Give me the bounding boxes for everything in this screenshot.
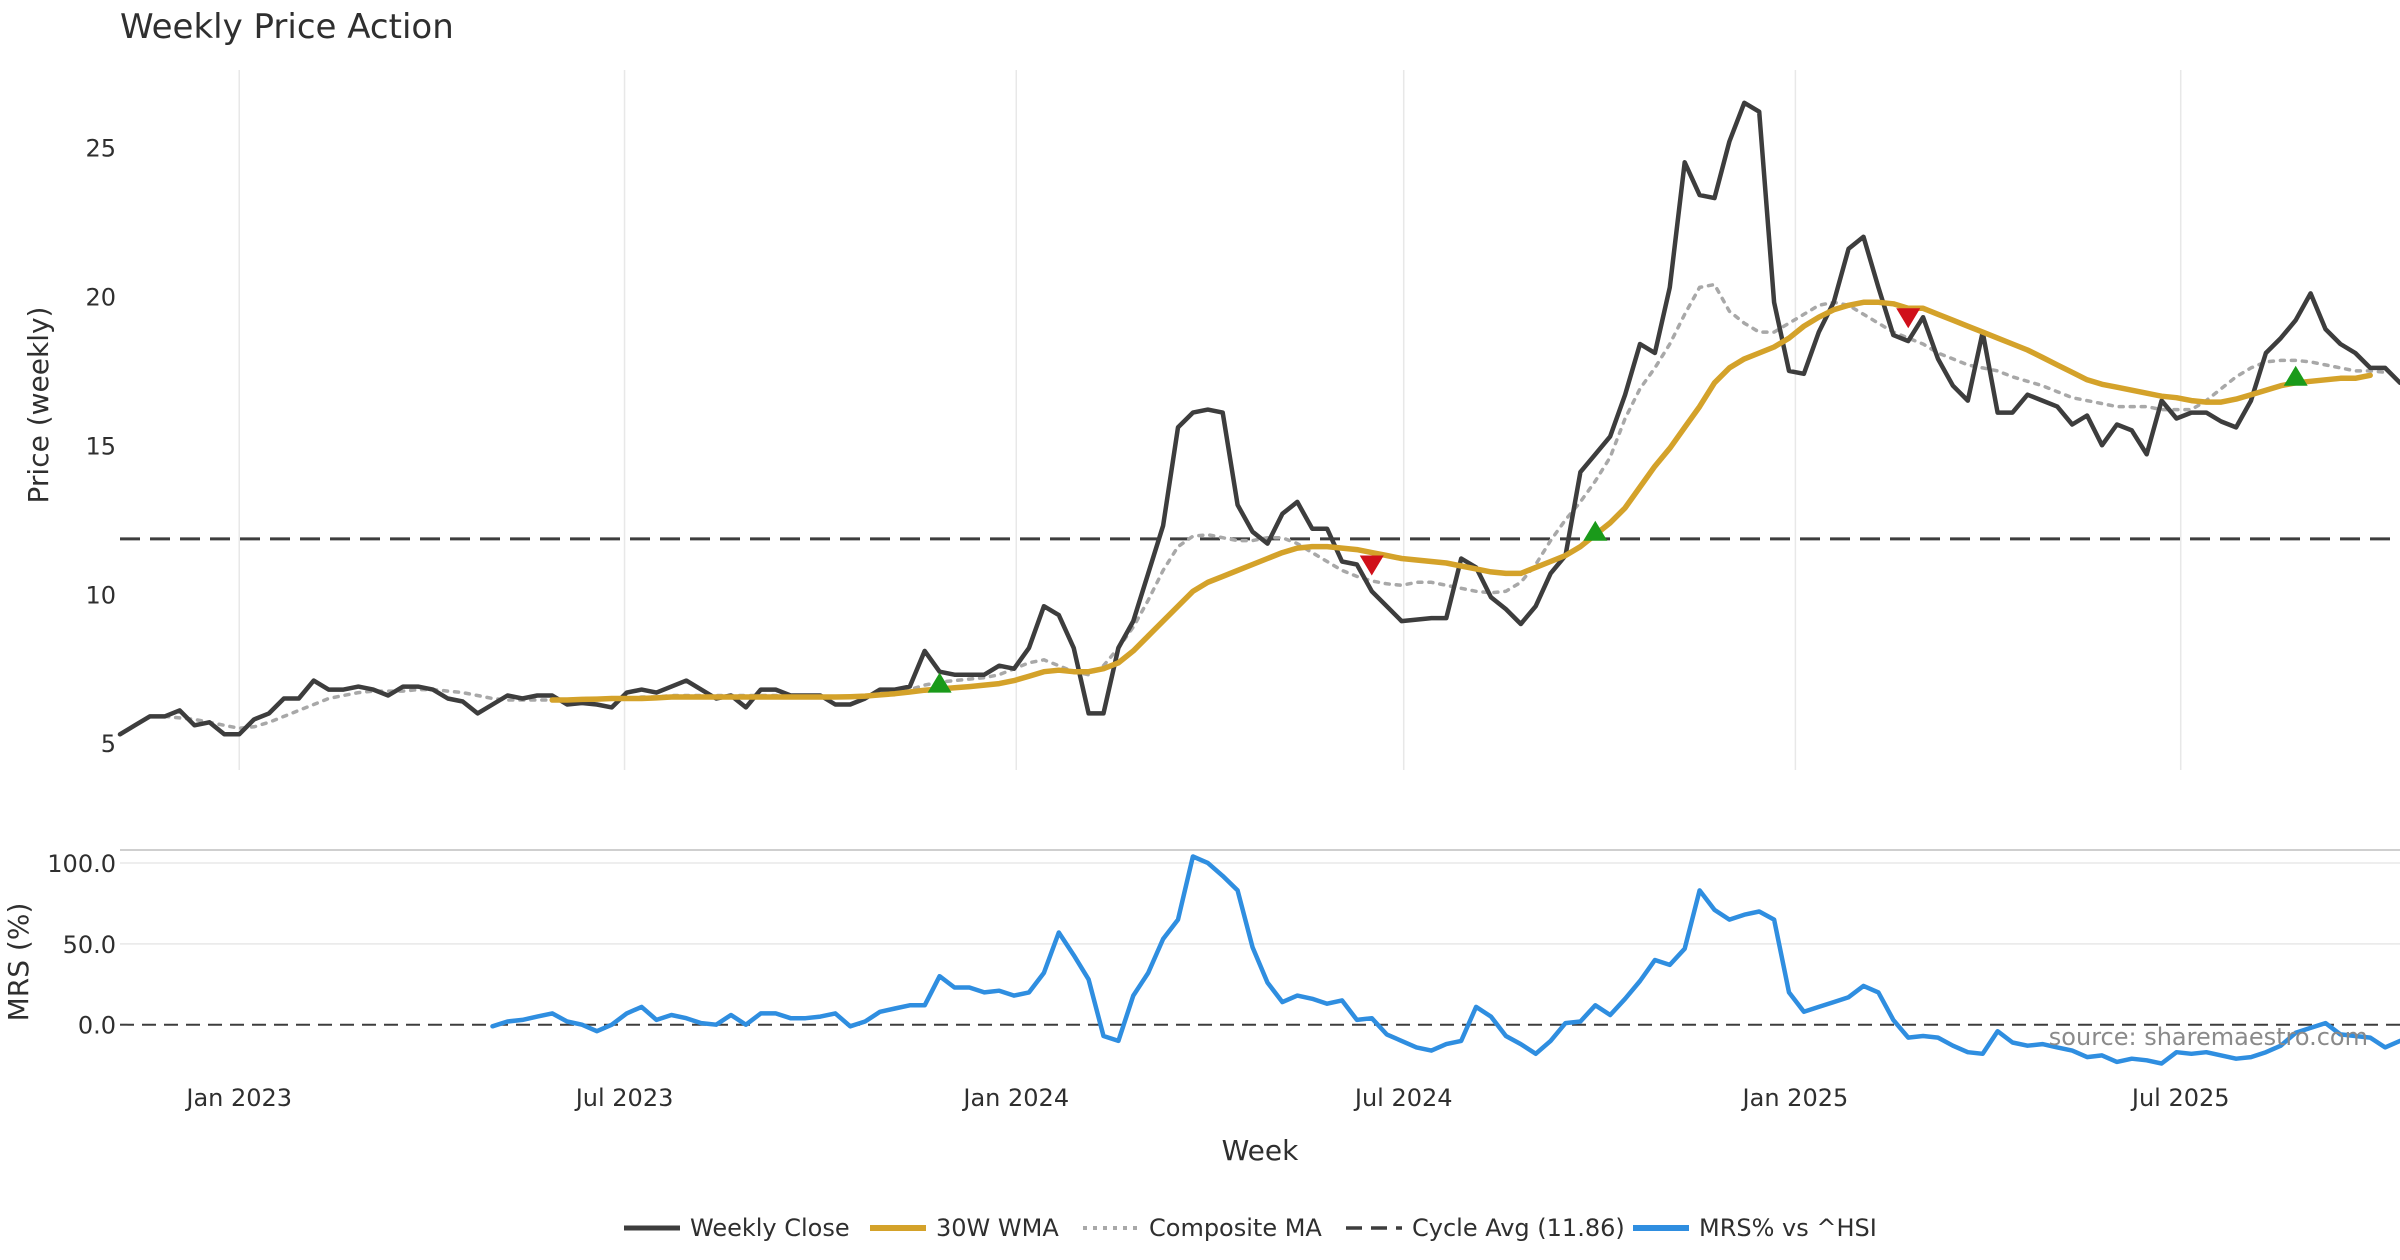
chart-title: Weekly Price Action: [120, 7, 454, 47]
source-watermark: source: sharemaestro.com: [2049, 1023, 2368, 1051]
price-y-tick-label: 5: [101, 730, 116, 758]
mrs-y-tick-label: 0.0: [78, 1012, 116, 1040]
x-tick-label: Jul 2024: [1353, 1084, 1453, 1112]
price-y-tick-label: 25: [85, 134, 116, 162]
legend: Weekly Close 30W WMA Composite MA Cycle Avg…: [624, 1214, 1877, 1242]
price-y-tick-label: 10: [85, 581, 116, 609]
x-axis: Jan 2023 Jul 2023 Jan 2024 Jul 2024 Jan 2025…: [184, 1084, 2229, 1112]
price-series-group: [117, 100, 2400, 737]
sell-signal-marker: [1896, 308, 1921, 329]
x-tick-label: Jan 2025: [1741, 1084, 1849, 1112]
sell-signal-marker: [1359, 555, 1384, 576]
price-gridlines: [238, 70, 2182, 770]
x-tick-label: Jan 2024: [961, 1084, 1069, 1112]
price-panel: 5 10 15 20 25 Price (weekly): [22, 70, 2400, 770]
legend-item-label: 30W WMA: [936, 1214, 1059, 1242]
mrs-series-group: [490, 854, 2400, 1066]
legend-item-label: Cycle Avg (11.86): [1412, 1214, 1625, 1242]
price-y-tick-label: 20: [85, 283, 116, 311]
x-tick-label: Jan 2023: [184, 1084, 292, 1112]
x-tick-label: Jul 2025: [2130, 1084, 2230, 1112]
price-y-axis: 5 10 15 20 25: [85, 134, 116, 758]
x-axis-label: Week: [1222, 1134, 1299, 1167]
mrs-line: [490, 854, 2400, 1066]
legend-item-label: MRS% vs ^HSI: [1699, 1214, 1877, 1242]
buy-signal-marker: [2283, 365, 2308, 386]
legend-item-label: Composite MA: [1149, 1214, 1322, 1242]
mrs-y-tick-label: 50.0: [63, 931, 116, 959]
legend-item-label: Weekly Close: [690, 1214, 850, 1242]
weekly-close-line: [117, 100, 2400, 737]
buy-signal-marker: [1583, 520, 1608, 541]
wma-30w-line: [549, 299, 2373, 703]
x-tick-label: Jul 2023: [574, 1084, 674, 1112]
price-y-tick-label: 15: [85, 432, 116, 460]
price-y-axis-label: Price (weekly): [22, 307, 55, 504]
signal-markers: [927, 308, 2308, 693]
composite-ma-line: [162, 282, 2387, 731]
mrs-y-axis-label: MRS (%): [2, 903, 35, 1022]
buy-signal-marker: [927, 672, 952, 693]
mrs-gridlines: [120, 862, 2400, 945]
mrs-panel: 100.0 50.0 0.0 MRS (%) source: sharemaestr…: [2, 849, 2400, 1066]
mrs-y-axis: 100.0 50.0 0.0: [47, 850, 116, 1040]
mrs-y-tick-label: 100.0: [47, 850, 116, 878]
